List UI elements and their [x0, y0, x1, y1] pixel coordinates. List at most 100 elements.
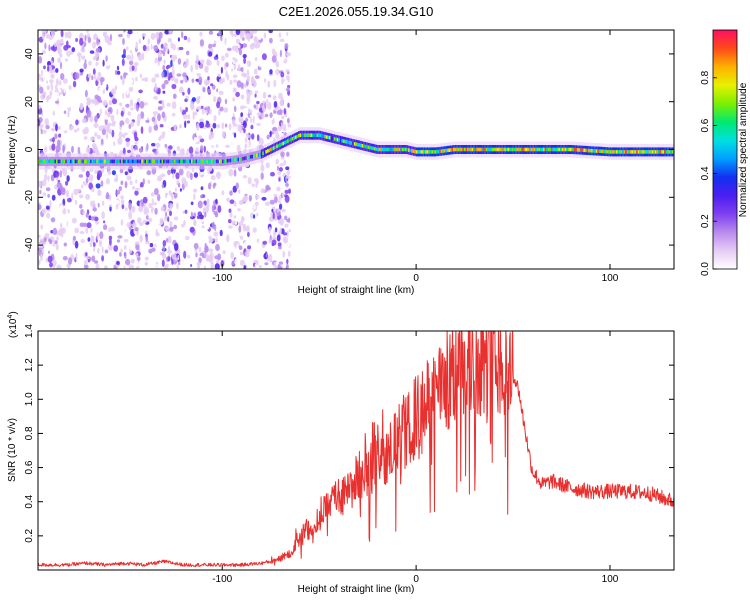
- ridge-core: [505, 147, 508, 152]
- noise-mark: [128, 202, 132, 210]
- ridge-core: [110, 159, 112, 164]
- ridge-core: [496, 147, 499, 152]
- noise-mark: [228, 182, 233, 187]
- ridge-core: [422, 150, 424, 154]
- ridge-core: [510, 147, 513, 152]
- ridge-core: [133, 159, 136, 164]
- noise-mark: [49, 236, 55, 240]
- ridge-core: [321, 134, 323, 138]
- noise-mark: [137, 113, 141, 122]
- noise-mark: [110, 226, 115, 232]
- noise-mark: [179, 124, 182, 129]
- noise-mark: [212, 122, 217, 129]
- ridge-core: [304, 133, 306, 137]
- noise-mark: [102, 59, 105, 67]
- noise-mark: [129, 180, 133, 186]
- ridge-core: [163, 159, 165, 164]
- noise-mark: [162, 90, 166, 94]
- noise-mark: [79, 68, 84, 73]
- noise-mark: [91, 91, 97, 96]
- noise-mark: [171, 54, 176, 63]
- noise-mark: [96, 95, 102, 102]
- noise-mark: [138, 38, 141, 44]
- colorbar-tick-label: 0.0: [700, 262, 711, 276]
- noise-mark: [278, 92, 283, 100]
- noise-mark: [198, 61, 201, 66]
- noise-mark: [229, 212, 233, 218]
- noise-mark: [145, 119, 150, 123]
- noise-mark: [213, 96, 217, 103]
- noise-mark: [202, 87, 206, 93]
- noise-mark: [124, 252, 127, 259]
- noise-mark: [85, 212, 89, 218]
- noise-mark: [121, 203, 125, 210]
- ridge-core: [479, 147, 482, 152]
- ridge-core: [156, 159, 159, 164]
- noise-mark: [214, 263, 220, 269]
- noise-mark: [179, 188, 182, 192]
- ridge-core: [257, 153, 260, 157]
- noise-mark: [157, 87, 161, 95]
- noise-mark: [44, 42, 47, 50]
- ridge-core: [111, 159, 114, 164]
- noise-mark: [95, 183, 101, 189]
- ridge-core: [128, 159, 131, 164]
- noise-mark: [270, 171, 275, 177]
- noise-mark: [94, 115, 98, 123]
- noise-mark: [124, 181, 128, 189]
- noise-mark: [280, 56, 285, 62]
- ridge-core: [521, 147, 523, 152]
- ridge-core: [656, 150, 658, 154]
- noise-mark: [260, 232, 264, 237]
- noise-mark: [287, 117, 290, 124]
- x-tick-label: -100: [212, 273, 232, 284]
- noise-mark: [70, 125, 74, 130]
- noise-mark: [58, 89, 62, 93]
- noise-mark: [135, 244, 140, 251]
- ridge-core: [451, 148, 454, 152]
- ridge-core: [42, 159, 44, 164]
- ridge-core: [146, 159, 148, 164]
- ridge-core: [104, 159, 106, 164]
- noise-mark: [248, 139, 251, 147]
- noise-mark: [47, 255, 53, 263]
- noise-mark: [242, 175, 248, 179]
- noise-mark: [186, 120, 191, 124]
- y-tick-label: 1.2: [24, 358, 35, 372]
- noise-mark: [75, 38, 78, 42]
- ridge-core: [49, 159, 52, 164]
- noise-mark: [162, 64, 166, 71]
- noise-mark: [176, 263, 179, 269]
- noise-mark: [45, 187, 51, 192]
- noise-mark: [278, 167, 283, 172]
- ridge-core: [442, 149, 444, 153]
- noise-mark: [265, 201, 270, 206]
- ridge-core: [270, 147, 272, 152]
- ridge-core: [522, 147, 525, 152]
- noise-mark: [242, 120, 247, 129]
- noise-mark: [141, 68, 147, 77]
- noise-mark: [255, 183, 258, 188]
- noise-mark: [127, 30, 133, 35]
- noise-mark: [141, 33, 147, 37]
- noise-mark: [64, 130, 68, 134]
- noise-mark: [72, 80, 77, 88]
- noise-mark: [114, 69, 118, 76]
- noise-mark: [94, 145, 99, 154]
- noise-mark: [117, 235, 123, 239]
- noise-mark: [101, 211, 106, 220]
- noise-mark: [91, 75, 94, 81]
- noise-mark: [109, 206, 112, 212]
- noise-mark: [201, 221, 205, 225]
- ridge-core: [40, 159, 43, 164]
- noise-mark: [256, 100, 260, 105]
- noise-mark: [65, 180, 69, 186]
- noise-mark: [148, 125, 153, 133]
- x-tick-label: 0: [413, 574, 419, 585]
- noise-mark: [226, 256, 230, 263]
- ridge-core: [353, 142, 356, 146]
- ridge-core: [454, 147, 457, 152]
- noise-mark: [131, 264, 135, 269]
- ridge-core: [135, 159, 137, 164]
- y-tick-label: 0.2: [24, 528, 35, 542]
